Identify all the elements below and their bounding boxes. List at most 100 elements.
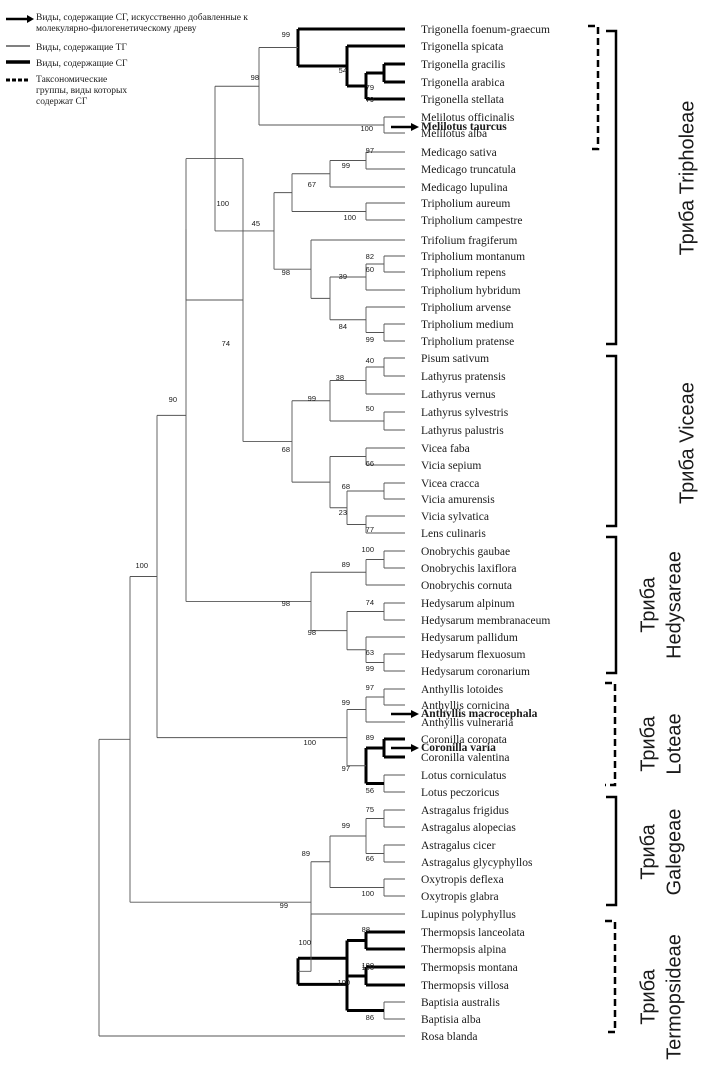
taxon-label: Lathyrus vernus: [421, 389, 496, 401]
taxon-label: Rosa blanda: [421, 1031, 478, 1043]
bootstrap-value: 45: [252, 219, 260, 228]
bootstrap-value: 100: [360, 124, 373, 133]
bootstrap-value: 79: [366, 95, 374, 104]
bootstrap-value: 100: [135, 561, 148, 570]
added-species-arrowhead: [411, 123, 419, 131]
bootstrap-value: 74: [366, 598, 374, 607]
legend-label: группы, виды которых: [36, 86, 127, 96]
bootstrap-value: 23: [339, 508, 347, 517]
taxon-label: Anthyllis vulneraria: [421, 717, 513, 729]
bootstrap-value: 75: [366, 805, 374, 814]
bootstrap-value: 54: [339, 66, 347, 75]
taxon-label: Astragalus glycyphyllos: [421, 857, 533, 869]
bootstrap-value: 99: [308, 394, 316, 403]
taxon-label: Medicago truncatula: [421, 164, 516, 176]
bootstrap-value: 99: [342, 821, 350, 830]
added-species-label: Anthyllis macrocephala: [421, 708, 538, 720]
bootstrap-value: 68: [342, 482, 350, 491]
taxon-label: Melilotus alba: [421, 128, 487, 140]
bootstrap-value: 50: [366, 404, 374, 413]
taxon-label: Vicia amurensis: [421, 494, 495, 506]
taxon-label: Tripholium repens: [421, 267, 506, 279]
taxon-label: Hedysarum pallidum: [421, 632, 518, 644]
taxon-label: Baptisia australis: [421, 997, 500, 1009]
taxon-label: Medicago lupulina: [421, 182, 508, 194]
bootstrap-value: 100: [343, 213, 356, 222]
bootstrap-value: 89: [342, 560, 350, 569]
taxon-label: Vicia sepium: [421, 460, 481, 472]
bootstrap-value: 100: [303, 738, 316, 747]
taxon-label: Oxytropis glabra: [421, 891, 499, 903]
taxon-label: Anthyllis cornicina: [421, 700, 509, 712]
bootstrap-value: 97: [366, 146, 374, 155]
bootstrap-value: 99: [282, 30, 290, 39]
bootstrap-value: 98: [308, 628, 316, 637]
bootstrap-value: 74: [222, 339, 230, 348]
tribe-label: Триба: [637, 576, 659, 632]
tribe-label: Триба: [637, 715, 659, 771]
tribe-label: Триба: [637, 823, 659, 879]
taxon-label: Coronilla coronata: [421, 734, 507, 746]
bootstrap-value: 63: [366, 648, 374, 657]
taxon-label: Trigonella foenum-graecum: [421, 24, 550, 36]
tribe-label: Termopsideae: [663, 934, 685, 1060]
taxon-label: Onobrychis gaubae: [421, 546, 510, 558]
taxon-label: Trigonella arabica: [421, 77, 505, 89]
taxon-label: Onobrychis laxiflora: [421, 563, 517, 575]
bootstrap-value: 77: [366, 525, 374, 534]
taxon-label: Tripholium arvense: [421, 302, 511, 314]
taxon-label: Tripholium campestre: [421, 215, 522, 227]
bootstrap-value: 98: [251, 73, 259, 82]
bootstrap-value: 99: [342, 161, 350, 170]
bootstrap-value: 40: [366, 356, 374, 365]
bootstrap-value: 100: [361, 545, 374, 554]
bootstrap-value: 39: [339, 272, 347, 281]
taxon-label: Hedysarum flexuosum: [421, 649, 525, 661]
bootstrap-value: 99: [366, 335, 374, 344]
tribe-brackets: [588, 24, 618, 1034]
taxon-label: Tripholium aureum: [421, 198, 510, 210]
bootstrap-value: 97: [366, 683, 374, 692]
taxon-label: Tripholium pratense: [421, 336, 514, 348]
bootstrap-value: 60: [366, 265, 374, 274]
added-species-label: Melilotus taurcus: [421, 121, 507, 133]
taxon-label: Baptisia alba: [421, 1014, 481, 1026]
bracket-hedysareae: [606, 535, 618, 675]
legend-label: Виды, содержащие СГ, искусственно добавл…: [36, 12, 248, 23]
legend-label: Виды, содержащие ТГ: [36, 43, 127, 53]
taxon-label: Hedysarum membranaceum: [421, 615, 550, 627]
bootstrap-value: 98: [282, 268, 290, 277]
taxon-label: Lathyrus sylvestris: [421, 407, 509, 419]
tribe-label: Galegeae: [663, 809, 685, 896]
taxon-label: Astragalus frigidus: [421, 805, 509, 817]
taxon-label: Hedysarum coronarium: [421, 666, 530, 678]
taxon-label: Anthyllis lotoides: [421, 684, 504, 696]
bracket-tripholeae: [606, 29, 618, 346]
bracket-taxonomic-loteae: [605, 681, 617, 787]
tribe-label: Loteae: [663, 713, 685, 774]
taxon-label: Lotus peczoricus: [421, 787, 500, 799]
bracket-taxonomic-melilotus: [588, 24, 600, 151]
taxon-label: Vicea faba: [421, 443, 470, 455]
bootstrap-value: 100: [216, 199, 229, 208]
bootstrap-value: 100: [298, 938, 311, 947]
added-species-arrowhead: [411, 744, 419, 752]
bootstrap-value: 67: [308, 180, 316, 189]
taxon-label: Astragalus cicer: [421, 840, 496, 852]
bootstrap-value: 90: [169, 395, 177, 404]
bootstrap-value: 79: [366, 83, 374, 92]
taxon-label: Lathyrus palustris: [421, 425, 504, 437]
taxon-label: Thermopsis lanceolata: [421, 927, 525, 939]
taxon-label: Medicago sativa: [421, 147, 497, 159]
taxon-label: Lens culinaris: [421, 528, 486, 540]
bootstrap-value: 66: [366, 854, 374, 863]
taxon-label: Pisum sativum: [421, 353, 489, 365]
tribe-label: Триба Tripholeae: [676, 101, 698, 256]
taxon-label: Vicea cracca: [421, 478, 479, 490]
bootstrap-value: 100: [361, 961, 374, 970]
bootstrap-value: 38: [336, 373, 344, 382]
legend: Виды, содержащие СГ, искусственно добавл…: [6, 12, 248, 107]
bootstrap-value: 86: [366, 1013, 374, 1022]
legend-label: Таксономические: [36, 75, 107, 85]
